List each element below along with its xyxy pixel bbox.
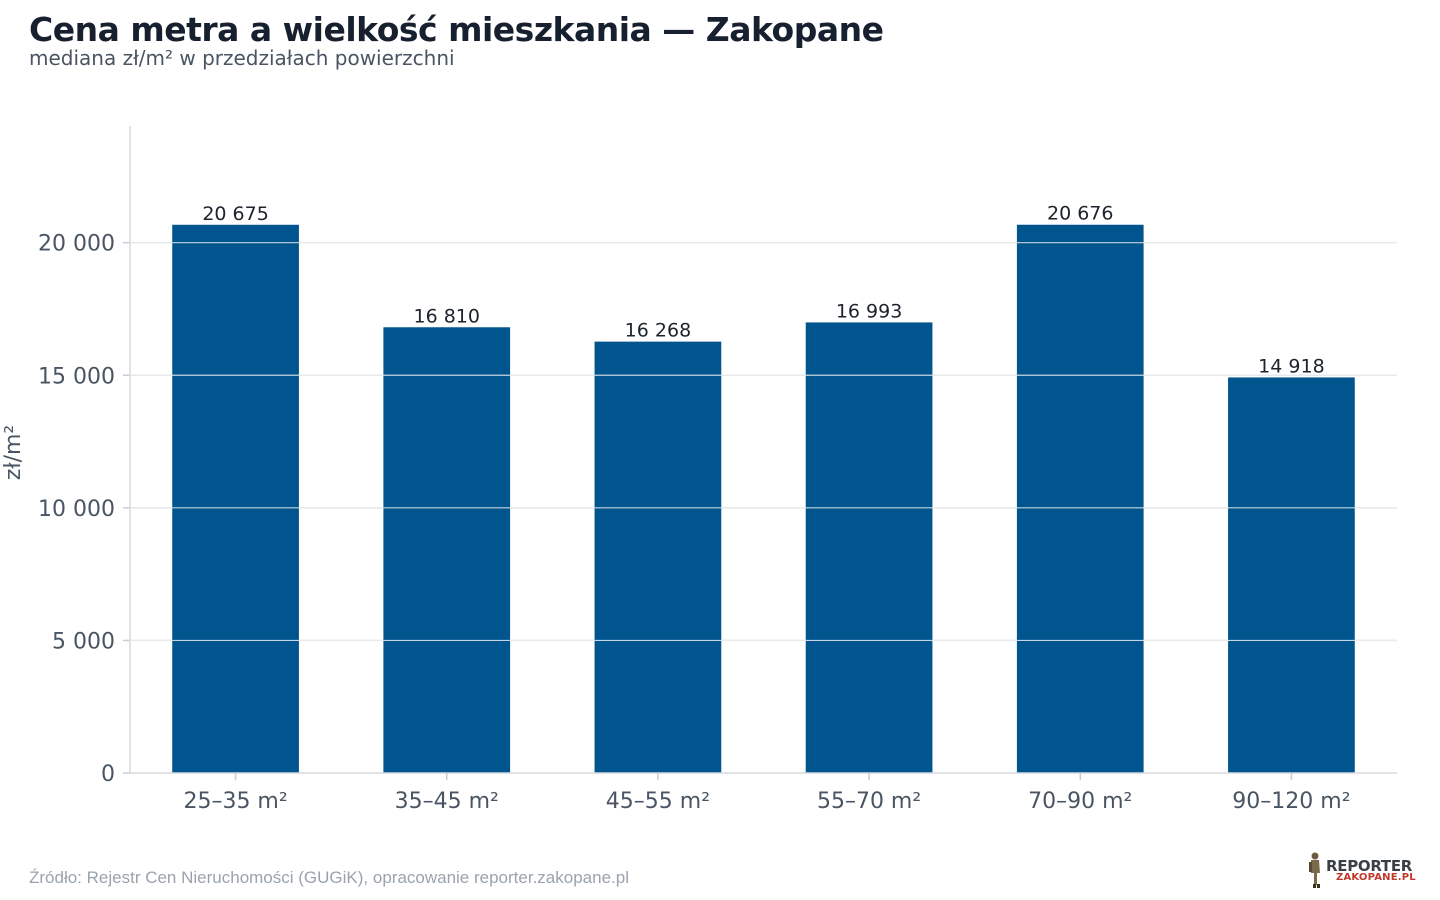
x-tick-label: 70–90 m² (1028, 789, 1132, 814)
bar-value-label: 14 918 (1258, 355, 1324, 377)
chart-subtitle: mediana zł/m² w przedziałach powierzchni (29, 46, 455, 70)
bar (594, 341, 722, 773)
bar-value-label: 20 676 (1047, 203, 1113, 225)
reporter-zakopane-logo: REPORTER ZAKOPANE.PL (1306, 850, 1416, 890)
bar-value-label: 16 810 (414, 305, 480, 327)
y-axis-label: zł/m² (1, 425, 26, 480)
x-tick-label: 25–35 m² (183, 789, 287, 814)
logo-line2: ZAKOPANE.PL (1336, 872, 1416, 883)
bar (172, 224, 299, 773)
source-note: Źródło: Rejestr Cen Nieruchomości (GUGiK… (29, 868, 629, 887)
y-tick-label: 5 000 (52, 629, 115, 654)
bar-value-label: 16 268 (625, 320, 691, 342)
bar (383, 327, 511, 773)
bar (1016, 224, 1144, 773)
hiker-icon (1309, 852, 1320, 888)
x-tick-label: 55–70 m² (817, 789, 921, 814)
x-tick-label: 90–120 m² (1232, 789, 1350, 814)
y-tick-label: 15 000 (38, 364, 115, 389)
x-tick-label: 35–45 m² (395, 789, 499, 814)
logo-line1: REPORTER (1326, 857, 1413, 875)
y-tick-label: 10 000 (38, 497, 115, 522)
chart-title: Cena metra a wielkość mieszkania — Zakop… (29, 10, 884, 49)
bar (805, 322, 933, 773)
bar (1228, 377, 1355, 773)
bar-value-label: 16 993 (836, 300, 902, 322)
bar-value-label: 20 675 (202, 203, 268, 225)
y-tick-label: 20 000 (38, 232, 115, 257)
x-tick-label: 45–55 m² (606, 789, 710, 814)
y-tick-label: 0 (101, 762, 115, 787)
